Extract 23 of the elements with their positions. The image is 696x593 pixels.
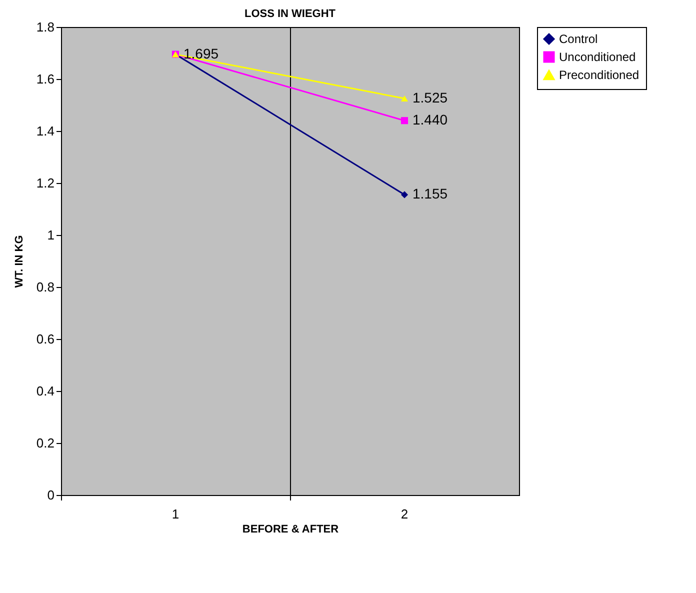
chart-title: LOSS IN WIEGHT [244,8,336,20]
point [400,117,408,124]
y-tick-label: 0.8 [36,280,54,294]
y-tick-label: 1.6 [36,72,54,86]
data-label: 1.525 [412,90,448,106]
y-tick-label: 0 [47,488,54,502]
y-tick-label: 1.4 [36,124,54,138]
y-axis-title: WT. IN KG [13,235,26,288]
y-tick-label: 1.8 [36,20,54,34]
data-label: 1.440 [412,112,448,128]
y-tick-label: 0.4 [36,384,54,398]
x-axis-title: BEFORE & AFTER [242,524,339,536]
x-tick-label: 2 [400,506,408,522]
y-tick-label: 0.6 [36,332,54,346]
y-tick-label: 1.2 [36,176,54,190]
data-label: 1.155 [412,186,448,202]
legend-label: Unconditioned [559,50,636,64]
y-tick-label: 1 [47,228,54,242]
y-tick-label: 0.2 [36,436,54,450]
point [400,191,408,198]
data-label: 1.695 [184,45,219,62]
legend-label: Control [559,32,598,46]
legend-label: Preconditioned [559,68,640,82]
